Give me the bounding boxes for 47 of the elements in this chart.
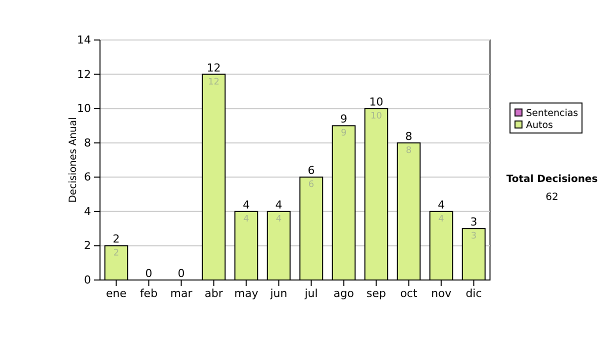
data-label: 10 [370, 112, 382, 122]
total-label: 3 [470, 216, 478, 229]
data-label: 9 [340, 128, 347, 139]
data-label: 12 [208, 77, 220, 88]
legend-label: Sentencias [526, 108, 578, 119]
total-label: 6 [308, 164, 315, 178]
x-tick-label: nov [431, 286, 452, 300]
text: Total Decisiones [506, 174, 598, 185]
x-tick-label: ene [106, 286, 127, 300]
y-tick-label: 10 [77, 102, 91, 116]
y-axis-title: Decisiones Anual [68, 117, 79, 203]
data-label: 6 [308, 180, 314, 190]
x-tick-label: jun [269, 286, 288, 300]
x-tick-label: abr [204, 286, 224, 300]
y-tick-label: 0 [84, 274, 91, 287]
total-label: 4 [438, 198, 445, 212]
x-tick-label: jul [304, 286, 318, 300]
text: 62 [546, 192, 558, 203]
data-label: 4 [276, 214, 282, 224]
total-label: 10 [369, 96, 384, 109]
x-tick-label: feb [140, 286, 158, 300]
total-label: 0 [145, 267, 152, 280]
total-label: 12 [206, 61, 221, 74]
data-label: 3 [470, 232, 477, 242]
y-tick-label: 14 [77, 34, 91, 47]
x-tick-label: mar [170, 286, 193, 300]
y-tick-label: 8 [84, 136, 91, 150]
data-label: 2 [113, 248, 120, 259]
y-tick-label: 6 [84, 170, 91, 184]
x-tick-label: may [234, 286, 259, 300]
x-tick-label: ago [334, 286, 354, 300]
total-label: 4 [275, 198, 282, 212]
y-tick-label: 2 [84, 239, 91, 252]
data-label: 4 [438, 214, 444, 224]
total-label: 0 [178, 267, 185, 280]
x-tick-label: oct [400, 286, 418, 300]
total-label: 9 [340, 112, 348, 126]
total-label: 8 [405, 130, 412, 143]
legend-label: Autos [526, 120, 554, 131]
x-tick-label: dic [466, 286, 482, 300]
y-tick-label: 12 [77, 68, 91, 81]
data-label: 8 [406, 146, 412, 156]
total-label: 4 [242, 198, 250, 212]
x-tick-label: sep [366, 286, 386, 300]
y-tick-label: 4 [84, 204, 91, 218]
total-label: 2 [112, 232, 120, 246]
data-label: 4 [243, 214, 250, 224]
